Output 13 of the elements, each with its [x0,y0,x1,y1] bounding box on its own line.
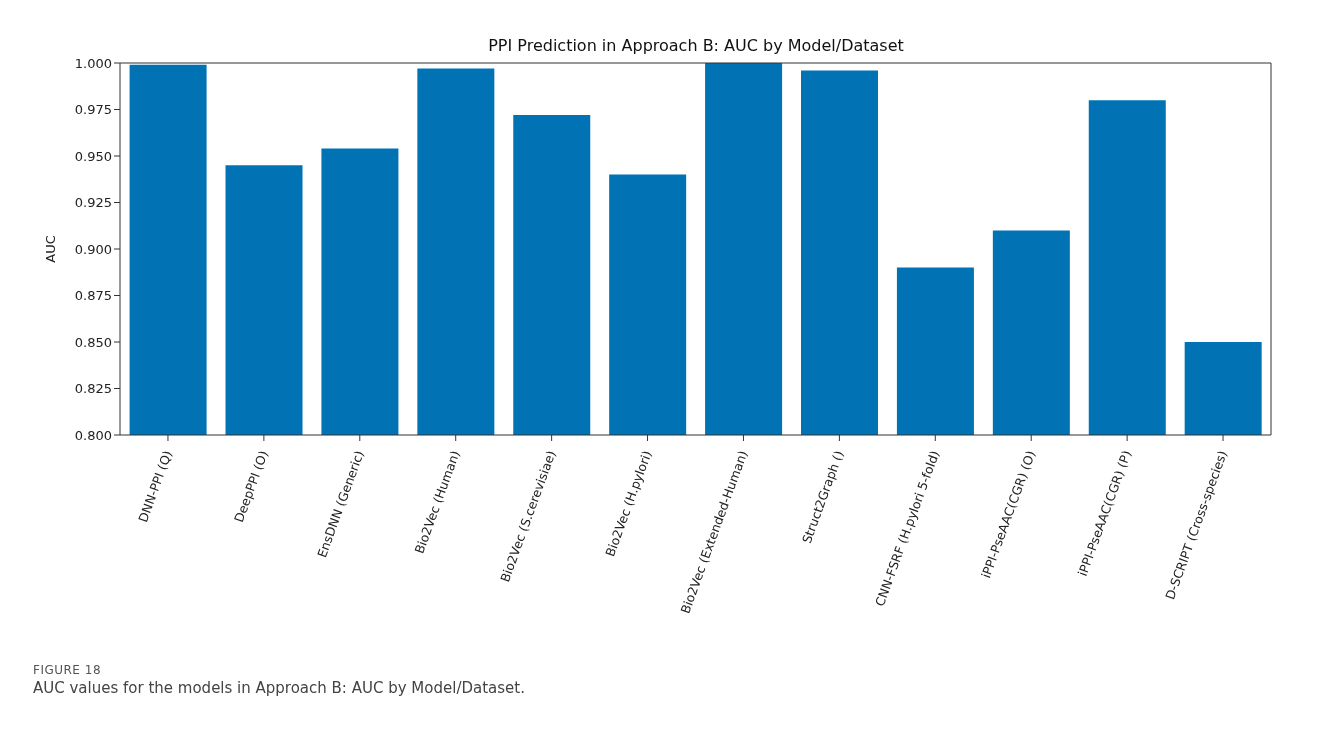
chart-title: PPI Prediction in Approach B: AUC by Model/Dataset [487,36,905,55]
y-tick-label: 0.800 [74,427,112,443]
y-tick-label: 0.925 [74,195,112,211]
y-tick-label: 0.900 [74,241,112,257]
y-tick-label: 0.875 [74,288,112,304]
y-tick-label: 1.000 [74,55,112,71]
text: AUC values for the models in Approach B: AUC by Model/Dataset. [33,679,525,697]
y-axis-title: AUC [42,235,58,263]
y-tick-label: 0.825 [74,381,112,397]
y-tick-label: 0.850 [74,334,112,350]
caption: FIGURE 18 [33,663,103,677]
y-tick-label: 0.975 [74,102,112,118]
y-tick-label: 0.950 [74,148,112,164]
